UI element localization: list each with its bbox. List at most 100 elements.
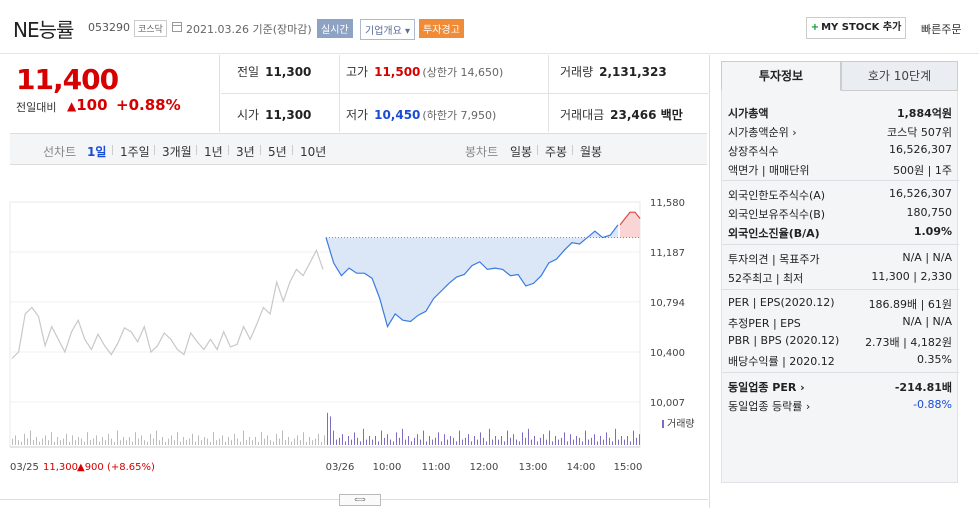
- volume-bar: [438, 432, 439, 445]
- volume-bar: [120, 440, 121, 445]
- volume-bar: [267, 435, 268, 445]
- market-tag: 코스닥: [134, 20, 167, 37]
- volume-bar: [126, 440, 127, 445]
- volume-bar: [315, 438, 316, 445]
- tab-order-book[interactable]: 호가 10단계: [841, 61, 958, 91]
- info-row-label: 동일업종 PER ›: [728, 381, 805, 394]
- volume-bar: [591, 437, 592, 445]
- volume-legend-label: 거래량: [667, 418, 695, 430]
- chart-scroll-handle[interactable]: ⟺: [339, 494, 381, 506]
- volume-bar: [318, 433, 319, 445]
- upper-limit: (상한가 14,650): [422, 66, 504, 79]
- company-overview-dropdown[interactable]: 기업개요 ▾: [360, 19, 415, 40]
- add-mystock-button[interactable]: + MY STOCK 추가: [806, 17, 906, 39]
- volume-bar: [171, 435, 172, 445]
- info-separator: [722, 180, 959, 181]
- volume-bar: [597, 441, 598, 445]
- volume-bar: [207, 438, 208, 445]
- volume-bar: [162, 437, 163, 445]
- volume-bar: [243, 430, 244, 445]
- volume-bar: [534, 436, 535, 445]
- period-3m[interactable]: 3개월: [162, 145, 192, 159]
- volume-bar: [543, 434, 544, 445]
- volume-bar: [387, 434, 388, 445]
- volume-bar: [432, 439, 433, 445]
- volume-cell: 거래량 2,131,323: [560, 63, 667, 80]
- separator: [154, 145, 155, 155]
- volume-bar: [150, 433, 151, 445]
- tab-investment-info[interactable]: 투자정보: [721, 61, 841, 91]
- realtime-badge[interactable]: 실시간: [317, 19, 353, 38]
- calendar-icon: [172, 22, 182, 32]
- amount-cell: 거래대금 23,466 백만: [560, 106, 683, 123]
- separator: [537, 145, 538, 155]
- stock-code: 053290: [88, 21, 130, 34]
- volume-bar: [459, 430, 460, 445]
- volume-bar: [564, 432, 565, 445]
- info-row: PBR | BPS (2020.12) 2.73배 | 4,182원: [728, 334, 952, 350]
- info-row-label: 시가총액순위 ›: [728, 126, 797, 139]
- x-tick-label: 13:00: [519, 462, 548, 473]
- volume-bar: [15, 435, 16, 445]
- volume-bar: [465, 437, 466, 445]
- volume-bar: [39, 441, 40, 445]
- volume-bar: [363, 428, 364, 445]
- prev-day-change: ▲900 (+8.65%): [77, 462, 155, 473]
- volume-bar: [195, 441, 196, 445]
- info-separator: [722, 372, 959, 373]
- change-label: 전일대비: [16, 101, 57, 114]
- period-1w[interactable]: 1주일: [120, 145, 150, 159]
- info-row: 액면가 | 매매단위 500원 | 1주: [728, 162, 952, 178]
- info-row-value: 186.89배 | 61원: [868, 298, 952, 311]
- volume-bar: [66, 433, 67, 445]
- volume-bar: [63, 438, 64, 445]
- volume-bar: [216, 440, 217, 445]
- volume-bar: [27, 438, 28, 445]
- open-label: 시가: [237, 108, 260, 122]
- volume-bar: [462, 439, 463, 445]
- volume-bar: [492, 439, 493, 445]
- volume-value: 2,131,323: [599, 65, 667, 79]
- volume-bar: [489, 428, 490, 445]
- volume-bar: [75, 440, 76, 445]
- quick-order-link[interactable]: 빠른주문: [921, 23, 962, 36]
- volume-bar: [213, 432, 214, 445]
- prev-day-close: 11,300: [43, 462, 78, 473]
- volume-bar: [144, 440, 145, 445]
- investment-info-panel: 투자정보 호가 10단계 시가총액 1,884억원 시가총액순위 › 코스닥 507위…: [709, 55, 979, 508]
- low-cell: 저가 10,450 (하한가 7,950): [346, 106, 496, 123]
- period-5y[interactable]: 5년: [268, 145, 287, 159]
- info-separator: [722, 289, 959, 290]
- period-3y[interactable]: 3년: [236, 145, 255, 159]
- divider: [221, 93, 708, 94]
- stock-header: NE능률 053290 코스닥 2021.03.26 기준(장마감) 실시간 기…: [0, 0, 979, 54]
- volume-bar: [621, 436, 622, 445]
- volume-bar: [93, 438, 94, 445]
- volume-bar: [351, 439, 352, 445]
- volume-bar: [282, 430, 283, 445]
- volume-bar: [519, 441, 520, 445]
- volume-bar: [228, 437, 229, 445]
- volume-bar: [300, 440, 301, 445]
- period-1d[interactable]: 1일: [87, 145, 107, 159]
- volume-bar: [279, 438, 280, 445]
- low-value: 10,450: [374, 108, 421, 122]
- separator: [260, 145, 261, 155]
- volume-bar: [54, 441, 55, 445]
- period-1y[interactable]: 1년: [204, 145, 223, 159]
- candle-monthly[interactable]: 월봉: [580, 145, 603, 159]
- volume-bar: [60, 440, 61, 445]
- change-percent: +0.88%: [116, 96, 181, 114]
- candle-daily[interactable]: 일봉: [510, 145, 533, 159]
- prev-day-label: 03/25: [10, 462, 39, 473]
- volume-bar: [549, 430, 550, 445]
- volume-bar: [375, 436, 376, 445]
- volume-bar: [624, 439, 625, 445]
- volume-bar: [582, 441, 583, 445]
- volume-bar: [72, 435, 73, 445]
- info-row: 동일업종 등락률 › -0.88%: [728, 398, 952, 414]
- info-row-label: 배당수익률 | 2020.12: [728, 355, 835, 368]
- volume-bar: [81, 438, 82, 445]
- candle-weekly[interactable]: 주봉: [545, 145, 568, 159]
- period-10y[interactable]: 10년: [300, 145, 327, 159]
